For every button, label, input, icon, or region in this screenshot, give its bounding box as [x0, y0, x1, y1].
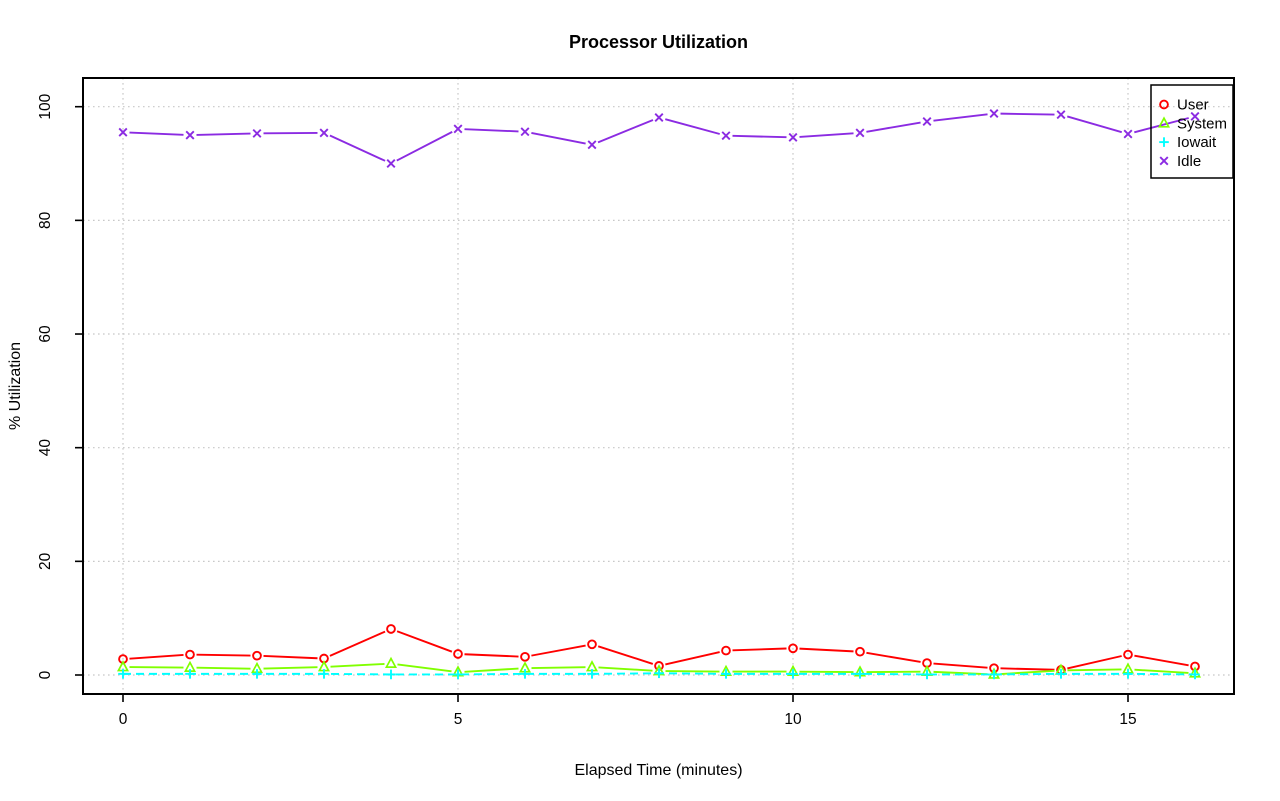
- marker-circle: [520, 651, 530, 662]
- series-line: [866, 651, 921, 663]
- marker-x: [587, 140, 597, 150]
- x-axis-label: Elapsed Time (minutes): [574, 762, 743, 779]
- series-line: [464, 653, 519, 658]
- series-line: [1000, 667, 1055, 671]
- y-tick-label: 20: [37, 552, 54, 570]
- marker-circle: [453, 649, 463, 659]
- marker-x: [788, 132, 798, 142]
- marker-circle: [252, 650, 262, 661]
- series-line: [329, 630, 386, 657]
- series-line: [1134, 117, 1189, 134]
- marker-x: [252, 128, 262, 138]
- marker-x: [989, 109, 999, 118]
- series-line: [933, 113, 988, 122]
- series-line: [1134, 654, 1189, 667]
- x-tick-label: 10: [784, 711, 802, 728]
- series-line: [799, 132, 854, 138]
- series-line: [196, 653, 251, 657]
- plot-border: [82, 77, 1235, 695]
- marker-x: [520, 127, 530, 137]
- marker-x: [118, 127, 128, 137]
- marker-triangle: [1157, 116, 1171, 128]
- series-line: [531, 666, 586, 670]
- y-tick-label: 80: [37, 211, 54, 229]
- marker-x: [453, 124, 463, 134]
- series-idle: [118, 109, 1200, 169]
- series-line: [464, 128, 519, 133]
- marker-x: [386, 159, 396, 169]
- series-line: [665, 118, 720, 135]
- series-line: [1067, 655, 1122, 670]
- marker-circle: [587, 639, 597, 650]
- x-tick-label: 5: [454, 711, 463, 728]
- series-line: [396, 131, 453, 162]
- series-iowait: [118, 668, 1200, 680]
- chart-title: Processor Utilization: [568, 32, 749, 52]
- series-line: [933, 670, 988, 676]
- marker-x: [1159, 156, 1169, 166]
- legend-label: System: [1177, 115, 1227, 132]
- series-line: [263, 655, 318, 660]
- series-line: [263, 666, 318, 670]
- marker-circle: [1123, 649, 1133, 660]
- series-user: [118, 624, 1200, 675]
- marker-x: [1056, 110, 1066, 120]
- series-line: [1134, 668, 1189, 674]
- y-tick-label: 0: [37, 670, 54, 679]
- series-line: [464, 667, 519, 673]
- marker-x: [1123, 129, 1133, 139]
- y-tick-label: 40: [37, 439, 54, 457]
- legend-label: Idle: [1177, 153, 1201, 170]
- marker-x: [855, 128, 865, 138]
- series-line: [597, 645, 654, 665]
- series-line: [665, 651, 720, 666]
- series-line: [933, 662, 988, 669]
- marker-circle: [855, 646, 865, 657]
- series-line: [597, 119, 654, 144]
- series-line: [330, 663, 385, 668]
- marker-x: [922, 117, 932, 126]
- series-line: [1066, 115, 1123, 134]
- legend-label: Iowait: [1177, 134, 1217, 151]
- marker-circle: [788, 643, 798, 654]
- series-line: [531, 644, 586, 657]
- x-tick-label: 0: [119, 711, 128, 728]
- series-line: [396, 630, 453, 653]
- series-line: [531, 132, 586, 145]
- series-line: [129, 654, 184, 660]
- series-line: [397, 663, 452, 673]
- marker-x: [1190, 111, 1200, 121]
- series-line: [129, 131, 184, 136]
- series-line: [1067, 668, 1122, 672]
- marker-x: [721, 131, 731, 141]
- marker-circle: [721, 645, 731, 656]
- marker-circle: [1159, 99, 1169, 110]
- series-line: [732, 647, 787, 652]
- marker-x: [319, 128, 329, 138]
- series-line: [866, 121, 921, 133]
- series-line: [196, 666, 251, 670]
- y-tick-label: 60: [37, 325, 54, 343]
- series-line: [799, 647, 854, 653]
- marker-triangle: [384, 656, 398, 668]
- series-line: [196, 132, 251, 136]
- marker-circle: [386, 624, 396, 634]
- series-line: [329, 134, 386, 162]
- marker-x: [185, 130, 195, 140]
- series-line: [1000, 112, 1055, 116]
- marker-circle: [185, 649, 195, 660]
- series-line: [732, 134, 787, 139]
- x-tick-label: 15: [1119, 711, 1136, 728]
- series-line: [598, 666, 653, 672]
- legend-box: [1150, 84, 1234, 179]
- marker-x: [654, 113, 664, 122]
- y-tick-label: 100: [37, 93, 54, 119]
- legend-label: User: [1177, 97, 1209, 114]
